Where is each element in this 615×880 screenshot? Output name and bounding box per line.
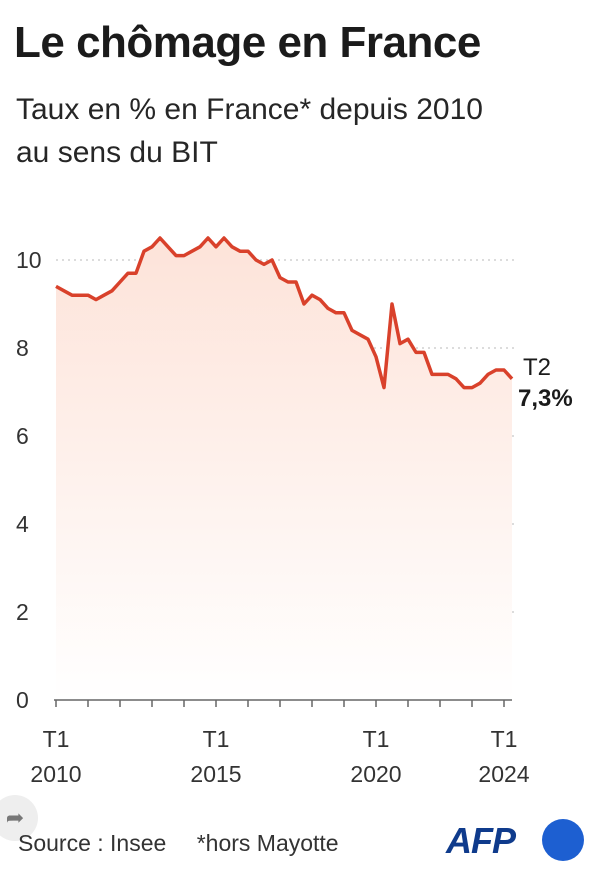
x-tick-quarter-2024: T1 [491, 726, 518, 752]
share-button[interactable]: ➦ [0, 795, 38, 841]
subtitle-line-1: Taux en % en France* depuis 2010 [16, 93, 483, 126]
x-tick-quarter-2010: T1 [43, 726, 70, 752]
y-tick-label-2: 2 [16, 599, 29, 625]
source-text: Source : Insee [18, 830, 167, 856]
x-tick-quarter-2020: T1 [363, 726, 390, 752]
afp-logo: AFP [446, 816, 586, 864]
unemployment-rate-line [55, 236, 514, 390]
y-tick-label-0: 0 [16, 687, 29, 713]
y-tick-label-10: 10 [16, 247, 42, 273]
last-period-label: T2 [523, 354, 551, 381]
footer: Source : Insee *hors Mayotte [18, 830, 339, 857]
chart-title: Le chômage en France [14, 18, 481, 67]
x-tick-year-2010: 2010 [30, 761, 81, 787]
afp-logo-text: AFP [446, 820, 516, 861]
x-tick-year-2020: 2020 [350, 761, 401, 787]
share-icon: ➦ [5, 805, 25, 830]
area-fill [56, 238, 512, 700]
y-tick-label-8: 8 [16, 335, 29, 361]
y-tick-label-6: 6 [16, 423, 29, 449]
y-axis: 0 2 4 6 8 10 [16, 247, 42, 713]
afp-logo-dot [542, 819, 584, 861]
last-value-label: 7,3% [518, 385, 573, 412]
x-axis-labels: T1 2010 T1 2015 T1 2020 T1 2024 [30, 726, 529, 787]
x-axis [54, 699, 512, 707]
x-tick-year-2024: 2024 [478, 761, 529, 787]
y-tick-label-4: 4 [16, 511, 29, 537]
x-tick-quarter-2015: T1 [203, 726, 230, 752]
footnote-text: *hors Mayotte [196, 830, 339, 856]
subtitle-line-2: au sens du BIT [16, 136, 218, 169]
x-tick-year-2015: 2015 [190, 761, 241, 787]
chart-subtitle: Taux en % en France* depuis 2010 au sens… [16, 88, 596, 174]
